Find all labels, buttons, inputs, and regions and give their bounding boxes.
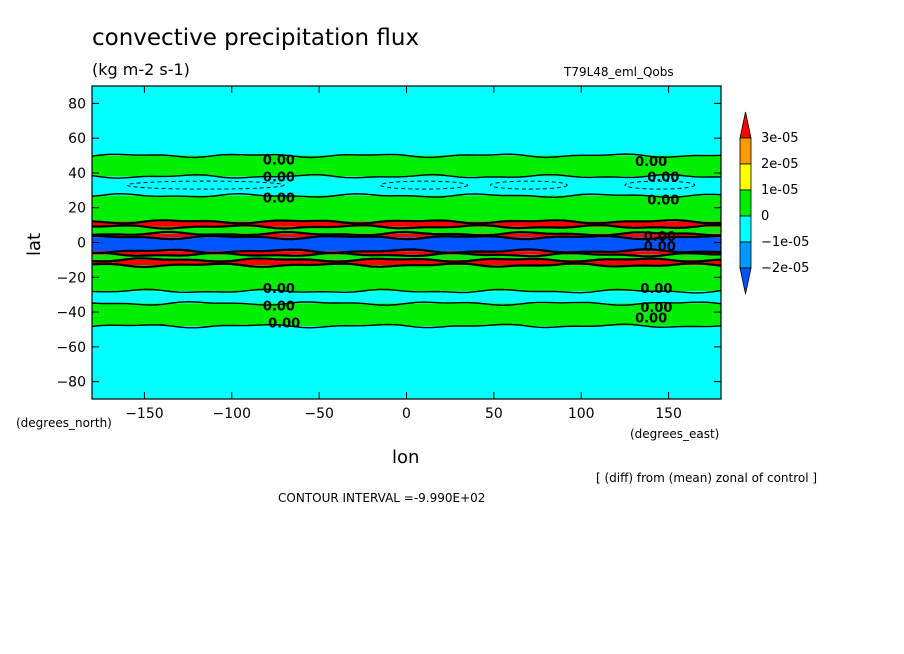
contour-2 [91, 173, 722, 179]
band-2 [92, 176, 721, 196]
y-tick-label-4: 0 [77, 236, 86, 252]
contour-label-8: 0.00 [263, 282, 295, 297]
x-axis-label: lon [392, 447, 419, 468]
chart-title: convective precipitation flux [92, 25, 419, 51]
contour-labels: 0.00 0.000.00 0.000.00 0.000.000.000.00 0.00… [263, 153, 679, 331]
contour-13 [91, 300, 722, 307]
colorbar-segment-5 [739, 241, 752, 269]
contour-label-10: 0.00 [263, 299, 295, 314]
contour-lines [91, 153, 722, 329]
colorbar-bottom-arrow [739, 267, 752, 295]
contour-label-0: 0.00 [263, 153, 295, 168]
y-tick-label-5: 20 [68, 201, 86, 217]
x-tick-label-4: 50 [485, 406, 503, 422]
band-1 [92, 155, 721, 177]
contour-9 [91, 251, 721, 258]
run-label: T79L48_eml_Qobs [563, 65, 674, 79]
band-6 [92, 233, 721, 238]
contour-1 [91, 153, 722, 159]
contour-8 [91, 248, 722, 255]
contour-label-2: 0.00 [263, 171, 295, 186]
x-tick-label-5: 100 [568, 406, 595, 422]
plot-area: 0.00 0.000.00 0.000.00 0.000.000.000.00 0.00… [91, 85, 722, 400]
band-4 [92, 221, 721, 227]
contour-interval: CONTOUR INTERVAL =-9.990E+02 [278, 491, 485, 505]
colorbar: 3e-05 2e-05 1e-05 0 −1e-05 −2e-05 [739, 111, 809, 295]
colorbar-label-2: 1e-05 [761, 183, 799, 198]
y-ticks: −80 −60 −40 −20 0 20 40 60 80 [56, 96, 721, 391]
y-tick-label-3: −20 [56, 270, 86, 286]
band-14 [92, 325, 721, 399]
band-12 [92, 291, 721, 304]
colorbar-label-5: −2e-05 [761, 261, 809, 276]
contour-3 [91, 192, 722, 199]
y-tick-label-8: 80 [68, 96, 86, 112]
contour-6 [91, 230, 722, 237]
y-tick-label-6: 40 [68, 166, 86, 182]
contour-4 [91, 218, 722, 225]
y-tick-label-0: −80 [56, 375, 86, 391]
band-5 [92, 226, 721, 234]
band-9 [92, 254, 721, 260]
band-8 [92, 251, 721, 255]
contour-14 [91, 323, 722, 329]
band-0 [92, 86, 721, 156]
contour-5 [92, 223, 722, 230]
colorbar-segment-4 [739, 215, 752, 243]
contour-label-7: 0.00 [644, 240, 676, 255]
contour-label-5: 0.00 [647, 193, 679, 208]
color-bands [92, 86, 721, 399]
colorbar-segment-1 [739, 137, 752, 165]
y-axis-label: lat [24, 233, 45, 256]
neg-contour-1 [379, 180, 469, 190]
band-10 [92, 259, 721, 266]
contour-label-6: 0.00 [644, 230, 676, 245]
contour-10 [91, 257, 722, 263]
contour-7 [91, 234, 722, 241]
contour-label-12: 0.00 [635, 312, 667, 327]
y-units: (degrees_north) [16, 416, 112, 430]
band-13 [92, 303, 721, 326]
contour-label-3: 0.00 [647, 171, 679, 186]
contour-label-1: 0.00 [635, 155, 667, 170]
x-tick-label-1: −100 [213, 406, 251, 422]
y-tick-label-2: −40 [56, 305, 86, 321]
contour-12 [91, 288, 722, 294]
contour-label-4: 0.00 [263, 192, 295, 207]
colorbar-segment-2 [739, 163, 752, 191]
band-3 [92, 195, 721, 222]
colorbar-segment-3 [739, 189, 752, 217]
neg-contour-3 [624, 180, 696, 190]
y-tick-label-7: 60 [68, 131, 86, 147]
y-tick-label-1: −60 [56, 340, 86, 356]
x-tick-label-6: 150 [655, 406, 682, 422]
neg-contour-2 [489, 180, 568, 190]
colorbar-label-0: 3e-05 [761, 131, 799, 146]
x-units: (degrees_east) [630, 427, 719, 441]
contour-11 [91, 262, 722, 269]
x-tick-label-3: 0 [402, 406, 411, 422]
contour-label-13: 0.00 [268, 317, 300, 332]
band-11 [92, 265, 721, 292]
diff-note: [ (diff) from (mean) zonal of control ] [596, 471, 817, 485]
contour-label-9: 0.00 [640, 282, 672, 297]
x-ticks: −150 −100 −50 0 50 100 150 [125, 86, 682, 422]
x-tick-label-0: −150 [125, 406, 163, 422]
contour-label-11: 0.00 [640, 301, 672, 316]
x-tick-label-2: −50 [304, 406, 334, 422]
colorbar-label-1: 2e-05 [761, 157, 799, 172]
neg-contour-0 [126, 180, 285, 190]
colorbar-top-arrow [739, 111, 752, 139]
chart-units: (kg m-2 s-1) [92, 60, 190, 79]
colorbar-label-4: −1e-05 [761, 235, 809, 250]
colorbar-label-3: 0 [761, 209, 769, 224]
band-7 [92, 237, 721, 252]
